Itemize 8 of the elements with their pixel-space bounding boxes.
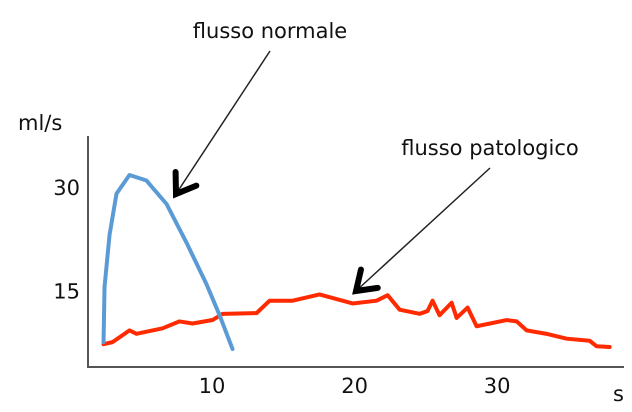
text: flusso normale [192,18,348,43]
x-tick-label: 30 [484,374,510,398]
x-axis-title: s [613,382,624,406]
x-tick-label: 20 [341,374,368,398]
annotation: flusso patologico [401,136,579,160]
x-tick-label: 10 [198,374,226,398]
y-tick-label: 15 [53,280,80,304]
y-axis-title: ml/s [18,110,62,135]
